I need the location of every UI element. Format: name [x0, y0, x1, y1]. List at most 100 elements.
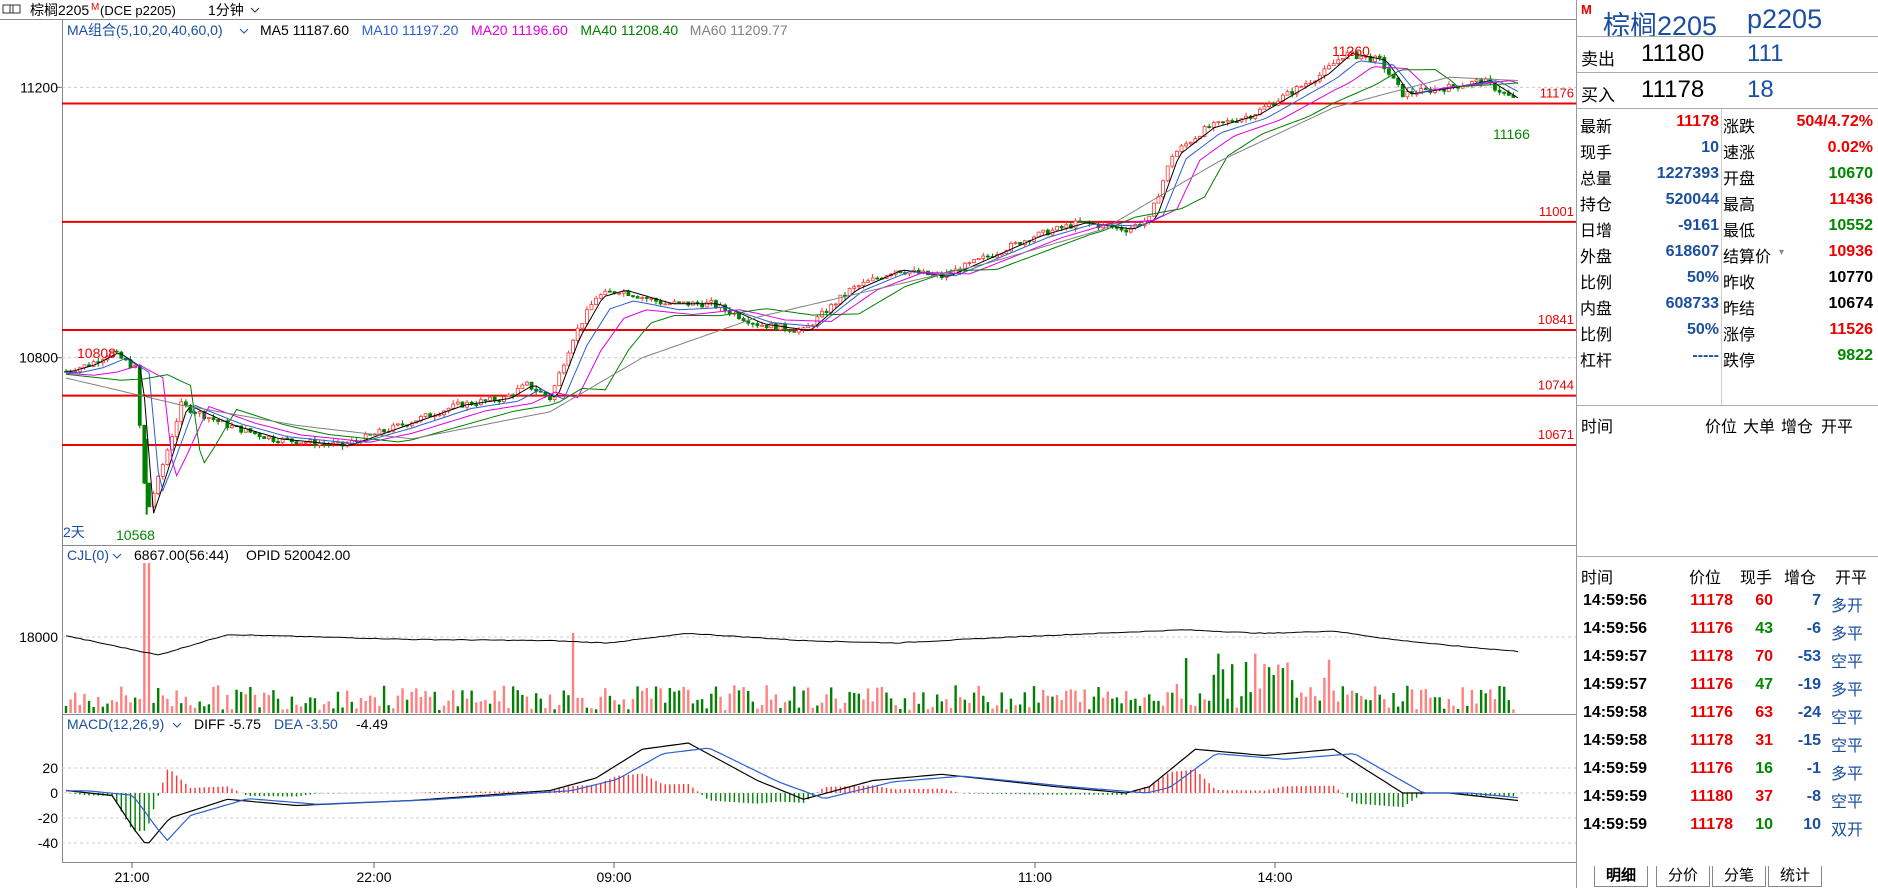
volume-bar	[1207, 700, 1211, 713]
volume-bar	[1254, 653, 1257, 713]
candle-body	[1396, 77, 1401, 85]
tick-row[interactable]: 14:59:59 11176 16 -1 多平	[1577, 755, 1878, 783]
candle-body	[1350, 51, 1354, 54]
candle-body	[165, 449, 170, 465]
ma-legend-label[interactable]: MA组合(5,10,20,40,60,0)	[67, 22, 223, 38]
candle-body	[1009, 243, 1013, 252]
chart-window-icon[interactable]	[2, 4, 21, 14]
macd-legend-label[interactable]: MACD(12,26,9)	[67, 716, 164, 732]
volume-bar	[180, 703, 183, 713]
tick-row[interactable]: 14:59:56 11176 43 -6 多平	[1577, 615, 1878, 643]
volume-bar	[281, 709, 284, 713]
tick-volume: 43	[1755, 620, 1773, 637]
volume-bar	[401, 688, 404, 713]
volume-bar	[1161, 705, 1165, 713]
volume-bar	[682, 686, 685, 713]
volume-bar	[1392, 692, 1395, 713]
bid-row: 买入 11178 18	[1577, 72, 1878, 108]
volume-bar	[696, 699, 699, 713]
tick-volume: 31	[1755, 732, 1773, 749]
volume-bar	[1018, 704, 1022, 713]
volume-bar	[203, 706, 206, 713]
volume-bar	[461, 690, 464, 713]
chevron-down-icon[interactable]: ▾	[1779, 247, 1785, 258]
volume-bar	[1401, 701, 1404, 713]
cjl-legend-label[interactable]: CJL(0)	[67, 547, 109, 563]
candle-body	[156, 475, 161, 494]
tab-price[interactable]: 分价	[1656, 866, 1710, 887]
stat-value: 10936	[1828, 243, 1874, 260]
tick-row[interactable]: 14:59:59 11178 10 10 双开	[1577, 811, 1878, 839]
chevron-down-icon[interactable]	[250, 7, 260, 13]
candle-body	[174, 421, 179, 437]
time-axis-label: 22:00	[356, 869, 391, 885]
volume-bar	[322, 704, 326, 713]
volume-bar	[977, 685, 980, 713]
tick-row[interactable]: 14:59:56 11178 60 7 多开	[1577, 587, 1878, 615]
tab-stats[interactable]: 统计	[1768, 866, 1822, 887]
tick-row[interactable]: 14:59:58 11176 63 -24 空平	[1577, 699, 1878, 727]
stat-label: 昨收	[1723, 275, 1756, 292]
volume-bar	[1263, 664, 1266, 713]
tick-row[interactable]: 14:59:57 11176 47 -19 多平	[1577, 671, 1878, 699]
chevron-down-icon[interactable]	[239, 28, 249, 34]
candle-body	[280, 437, 285, 444]
period-selector[interactable]: 1分钟	[208, 2, 244, 18]
volume-bar	[216, 685, 220, 713]
candle-body	[571, 339, 575, 354]
volume-bar	[253, 694, 257, 713]
stat-value: 50%	[1686, 269, 1719, 286]
volume-bar	[239, 691, 243, 713]
volume-bar	[1277, 664, 1280, 713]
tab-detail[interactable]: 明细	[1594, 866, 1648, 887]
volume-bar	[733, 685, 736, 713]
volume-bar	[1281, 668, 1285, 713]
stat-value: 0.02%	[1827, 139, 1873, 156]
volume-bar	[1355, 693, 1358, 713]
volume-bar	[1235, 707, 1239, 713]
stat-label: 涨跌	[1723, 119, 1756, 136]
stat-label: 日增	[1580, 223, 1613, 240]
volume-bar	[585, 707, 589, 713]
stat-label: 外盘	[1580, 249, 1613, 266]
volume-bar	[1470, 689, 1474, 713]
candle-body	[455, 401, 460, 405]
tick-table[interactable]: 时间 价位 现手 增仓 开平 14:59:56 11178 60 7 多开 14:59:5…	[1577, 556, 1878, 839]
tick-row[interactable]: 14:59:59 11180 37 -8 空平	[1577, 783, 1878, 811]
volume-bar	[723, 709, 727, 713]
volume-bar	[982, 695, 985, 713]
volume-bar	[438, 709, 441, 713]
volume-bar	[1148, 694, 1151, 713]
volume-bar	[1415, 709, 1418, 713]
volume-bar	[1101, 697, 1105, 713]
volume-bar	[1304, 696, 1308, 713]
chevron-down-icon[interactable]	[112, 553, 122, 559]
chart-area[interactable]: 棕榈2205 M (DCE p2205) 1分钟 MA组合(5,10,20,40…	[0, 0, 1576, 888]
candle-body	[1299, 85, 1304, 88]
candle-body	[1267, 103, 1271, 108]
volume-bar	[1143, 697, 1146, 713]
stat-label: 昨结	[1723, 301, 1756, 318]
candle-body	[681, 301, 686, 304]
volume-bar	[1443, 708, 1446, 713]
candle-body	[773, 323, 778, 331]
tick-header-time: 时间	[1581, 570, 1614, 587]
tick-row[interactable]: 14:59:58 11178 31 -15 空平	[1577, 727, 1878, 755]
stat-label: 比例	[1580, 275, 1613, 292]
volume-bar	[244, 694, 247, 713]
volume-bar	[1069, 689, 1073, 713]
volume-bar	[562, 690, 566, 713]
tick-header-top: 时间 价位 大单 增仓 开平	[1577, 405, 1878, 436]
stat-label: 杠杆	[1580, 353, 1613, 370]
volume-bar	[295, 704, 298, 713]
tick-oi-change: -19	[1797, 676, 1821, 693]
volume-bar	[1378, 694, 1381, 713]
volume-bar	[940, 701, 944, 713]
chevron-down-icon[interactable]	[172, 722, 182, 728]
tick-oi-change: -1	[1806, 760, 1821, 777]
bid-price: 11178	[1641, 76, 1705, 103]
volume-bar	[1152, 700, 1156, 713]
tab-tick[interactable]: 分笔	[1712, 866, 1766, 887]
candle-body	[972, 259, 976, 263]
tick-row[interactable]: 14:59:57 11178 70 -53 空平	[1577, 643, 1878, 671]
